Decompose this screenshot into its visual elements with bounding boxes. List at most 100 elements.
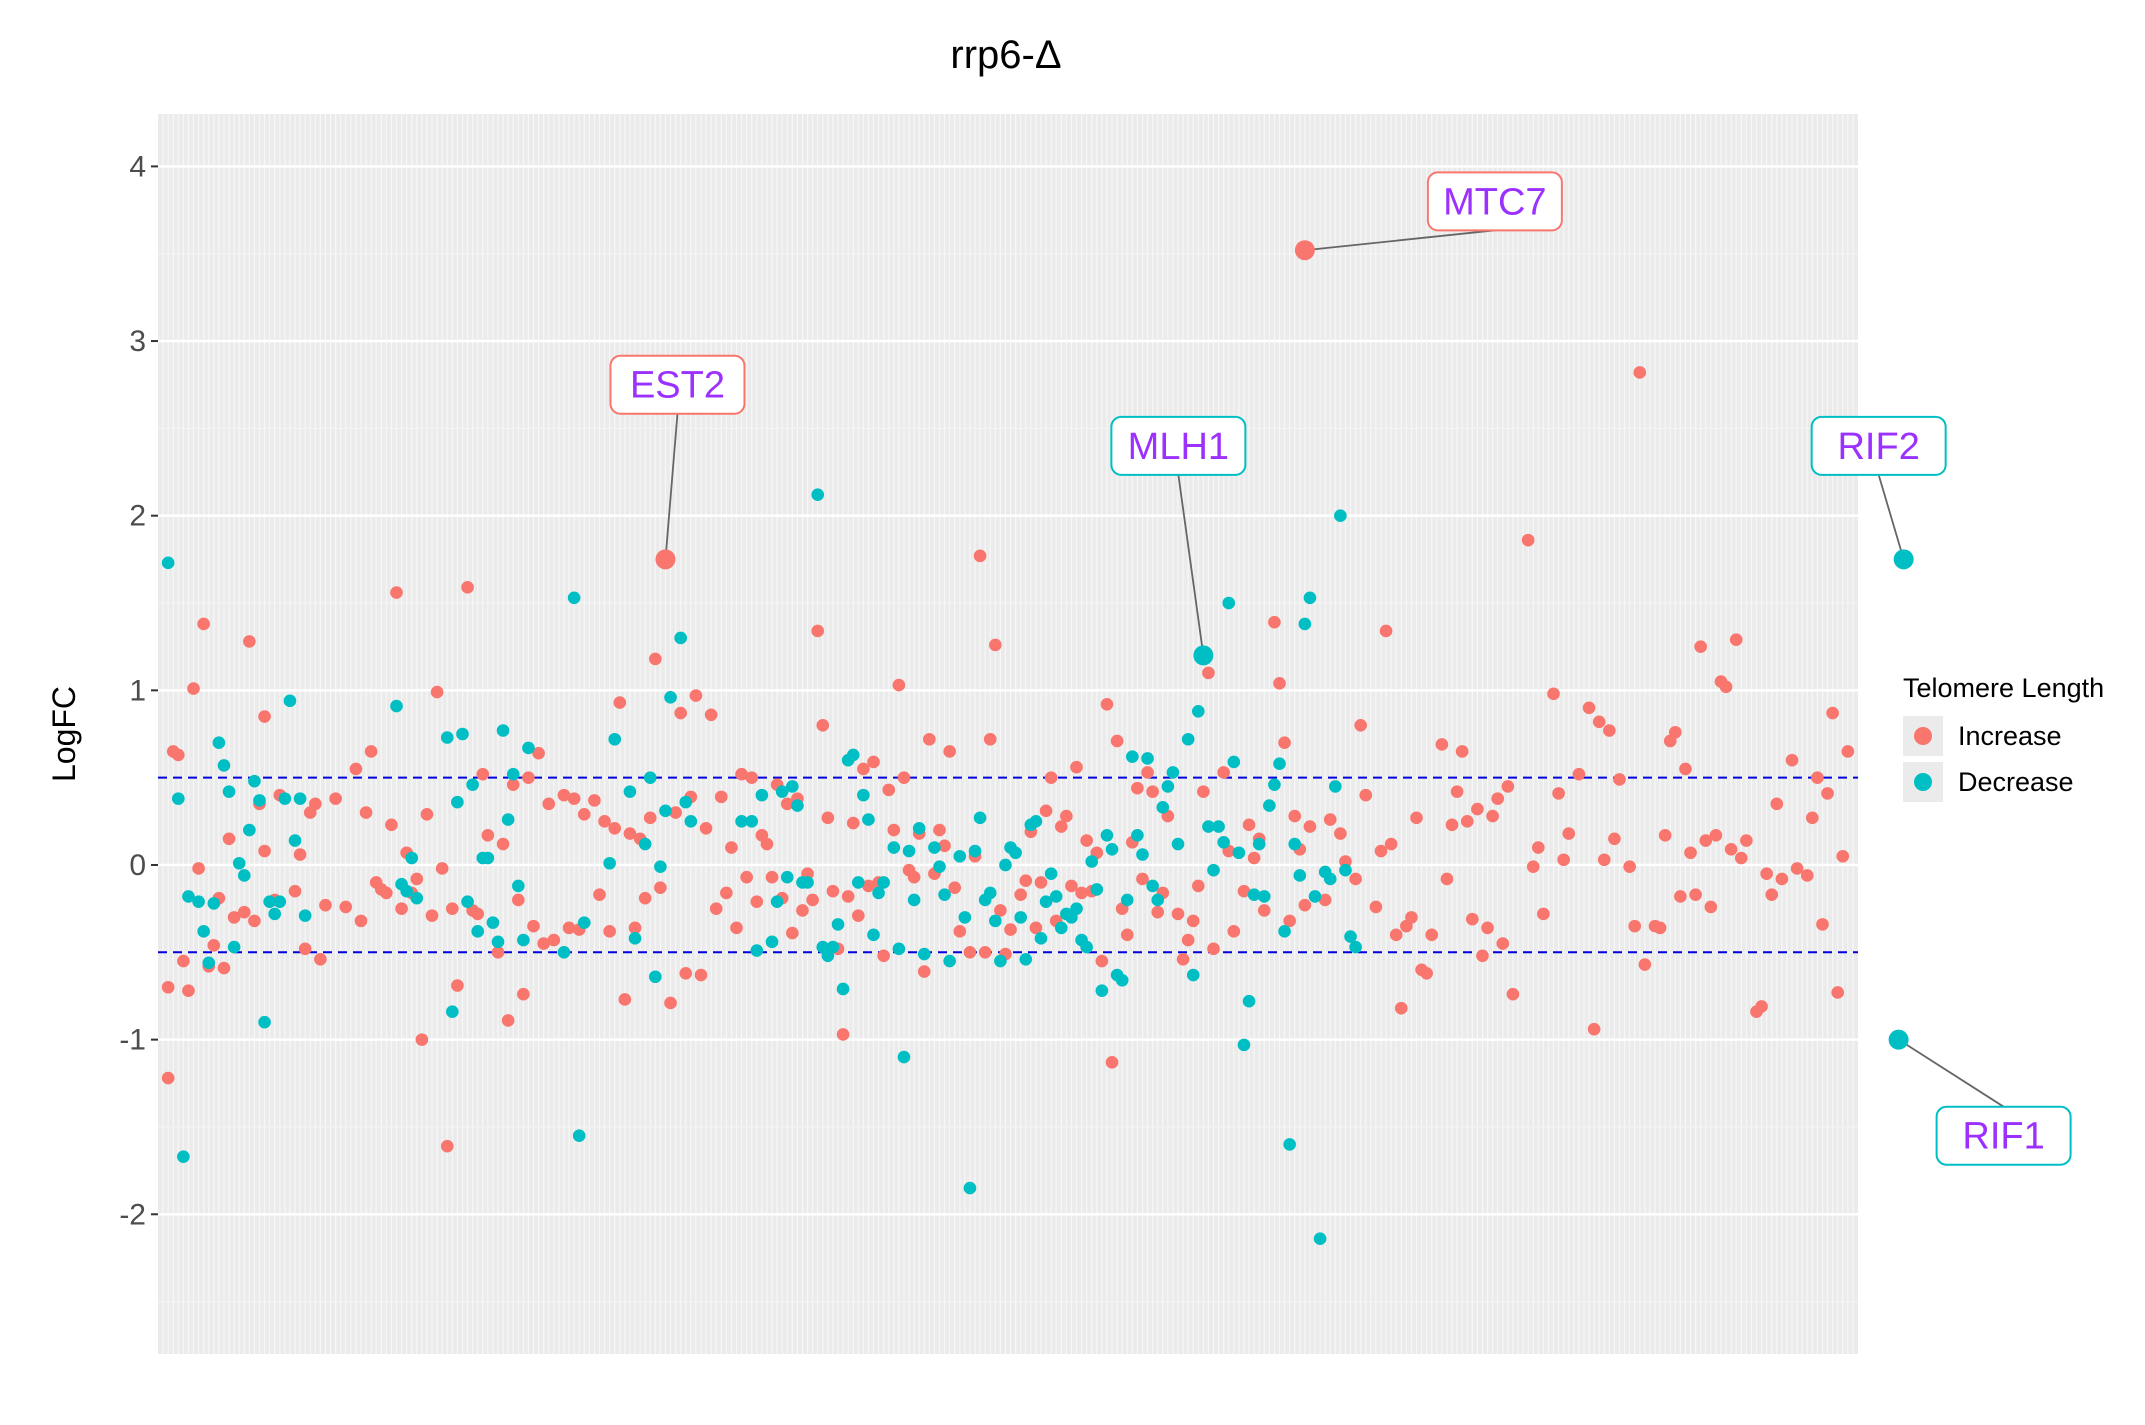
data-point-increase bbox=[796, 904, 809, 917]
data-point-decrease bbox=[851, 876, 865, 889]
data-point-increase bbox=[430, 685, 444, 699]
data-point-increase bbox=[1831, 986, 1845, 999]
highlighted-point-mtc7 bbox=[1294, 240, 1315, 261]
data-point-increase bbox=[1151, 905, 1165, 919]
gene-label-mtc7: MTC7 bbox=[1443, 181, 1546, 223]
data-point-increase bbox=[613, 696, 627, 709]
data-point-decrease bbox=[1019, 952, 1033, 966]
data-point-decrease bbox=[227, 940, 241, 954]
data-point-increase bbox=[1684, 846, 1697, 860]
data-point-increase bbox=[1704, 900, 1718, 914]
data-point-increase bbox=[197, 617, 210, 631]
data-point-increase bbox=[674, 706, 687, 720]
data-point-decrease bbox=[1039, 895, 1053, 908]
data-point-decrease bbox=[1323, 872, 1337, 886]
data-point-increase bbox=[187, 682, 200, 695]
data-point-decrease bbox=[933, 860, 946, 874]
y-tick-label: 0 bbox=[129, 849, 146, 882]
data-point-increase bbox=[806, 893, 819, 907]
data-point-decrease bbox=[1085, 855, 1099, 868]
data-point-decrease bbox=[1070, 902, 1083, 915]
data-point-increase bbox=[1724, 842, 1738, 856]
data-point-decrease bbox=[1242, 994, 1256, 1008]
data-point-increase bbox=[1207, 942, 1220, 956]
data-point-increase bbox=[1552, 787, 1565, 800]
y-tick-label: -1 bbox=[119, 1024, 146, 1057]
data-point-increase bbox=[288, 884, 302, 898]
data-point-decrease bbox=[968, 844, 982, 858]
data-point-increase bbox=[1186, 914, 1200, 928]
data-point-decrease bbox=[1212, 820, 1225, 833]
data-point-decrease bbox=[1080, 940, 1093, 954]
data-point-increase bbox=[1623, 860, 1636, 874]
data-point-increase bbox=[415, 1033, 429, 1046]
data-point-decrease bbox=[1141, 752, 1154, 765]
data-point-increase bbox=[1760, 867, 1773, 881]
data-point-increase bbox=[1405, 911, 1418, 924]
legend-dot-decrease bbox=[1914, 773, 1932, 791]
data-point-decrease bbox=[1232, 846, 1246, 860]
data-point-decrease bbox=[258, 1015, 271, 1029]
data-point-decrease bbox=[902, 844, 916, 858]
data-point-increase bbox=[1740, 834, 1753, 847]
data-point-decrease bbox=[907, 893, 921, 907]
data-point-decrease bbox=[1329, 780, 1342, 793]
data-point-increase bbox=[877, 949, 890, 963]
data-point-increase bbox=[1410, 811, 1423, 825]
data-point-decrease bbox=[405, 851, 419, 865]
data-point-increase bbox=[892, 678, 906, 692]
data-point-increase bbox=[359, 806, 373, 819]
data-point-increase bbox=[836, 1028, 850, 1041]
data-point-decrease bbox=[182, 890, 195, 903]
data-point-decrease bbox=[928, 841, 941, 854]
data-point-increase bbox=[1755, 1000, 1768, 1013]
data-point-increase bbox=[1597, 853, 1611, 867]
label-connector-line bbox=[664, 413, 679, 560]
data-point-increase bbox=[1628, 919, 1642, 933]
data-point-increase bbox=[1486, 809, 1499, 823]
data-point-increase bbox=[1334, 827, 1347, 840]
data-point-decrease bbox=[461, 895, 474, 908]
data-point-increase bbox=[765, 870, 779, 884]
data-point-decrease bbox=[679, 795, 693, 809]
data-point-increase bbox=[725, 841, 738, 854]
data-point-decrease bbox=[1349, 940, 1362, 954]
data-point-increase bbox=[1729, 633, 1743, 646]
data-point-increase bbox=[420, 808, 434, 821]
highlighted-point-rif1 bbox=[1888, 1029, 1909, 1050]
y-tick-label: 1 bbox=[129, 674, 146, 707]
data-point-increase bbox=[948, 881, 962, 894]
data-point-increase bbox=[983, 732, 997, 746]
data-point-increase bbox=[821, 811, 835, 825]
data-point-decrease bbox=[1126, 750, 1139, 764]
data-point-increase bbox=[1445, 818, 1459, 832]
data-point-increase bbox=[1131, 781, 1144, 795]
data-point-decrease bbox=[273, 895, 287, 908]
data-point-increase bbox=[1658, 828, 1672, 842]
data-point-increase bbox=[258, 710, 271, 723]
data-point-decrease bbox=[501, 813, 515, 826]
data-point-decrease bbox=[1308, 890, 1322, 903]
data-point-decrease bbox=[1156, 801, 1170, 814]
data-point-increase bbox=[1603, 724, 1616, 737]
data-point-decrease bbox=[1313, 1232, 1327, 1246]
data-point-increase bbox=[562, 921, 576, 935]
data-point-increase bbox=[851, 909, 865, 922]
data-point-decrease bbox=[831, 918, 845, 931]
label-connector-line bbox=[1898, 1038, 2005, 1108]
data-point-increase bbox=[1247, 851, 1261, 865]
data-point-decrease bbox=[1298, 617, 1312, 631]
data-point-increase bbox=[704, 708, 718, 722]
legend-dot-increase bbox=[1914, 727, 1932, 745]
data-point-decrease bbox=[217, 759, 231, 772]
data-point-decrease bbox=[1227, 755, 1241, 769]
chart-title: rrp6-Δ bbox=[950, 33, 1061, 77]
data-point-increase bbox=[623, 827, 637, 840]
data-point-increase bbox=[1435, 738, 1449, 751]
highlighted-point-mlh1 bbox=[1193, 645, 1214, 666]
data-point-increase bbox=[1526, 860, 1540, 874]
label-connector-line bbox=[1304, 229, 1495, 252]
data-points bbox=[161, 366, 1855, 1246]
data-point-decrease bbox=[1014, 911, 1027, 924]
data-point-increase bbox=[1288, 809, 1302, 823]
